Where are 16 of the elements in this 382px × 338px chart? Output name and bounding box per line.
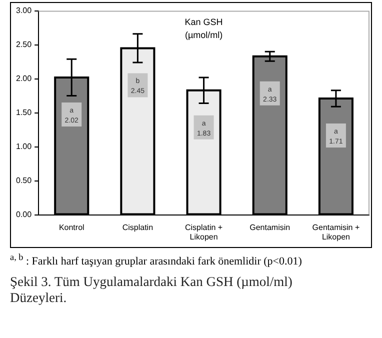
x-tick-label: Cisplatin: [122, 222, 154, 232]
text: Kan GSH: [184, 16, 223, 27]
y-tick-label: 1.00: [16, 142, 32, 152]
y-tick-label: 0.00: [16, 210, 32, 220]
y-tick-label: 3.00: [16, 6, 32, 16]
y-tick-label: 1.50: [16, 108, 32, 118]
x-tick-label: Cisplatin + Likopen: [184, 222, 223, 242]
text: (µmol/ml): [184, 30, 223, 40]
y-tick-label: 2.00: [16, 74, 32, 84]
text: Şekil 3. Tüm Uygulamalardaki Kan GSH (µmol/ml) Düzeyleri.: [10, 274, 294, 306]
x-tick-label: Gentamisin: [250, 222, 290, 232]
x-tick-label: Kontrol: [58, 222, 85, 232]
y-tick-label: 2.50: [16, 40, 32, 50]
y-tick-label: 0.50: [16, 176, 32, 186]
text: $^{a, b}$ : Farklı harf taşıyan gruplar arasındaki fark önemlidir (p<0.01): [10, 252, 303, 268]
x-tick-label: Gentamisin + Likopen: [312, 222, 360, 242]
